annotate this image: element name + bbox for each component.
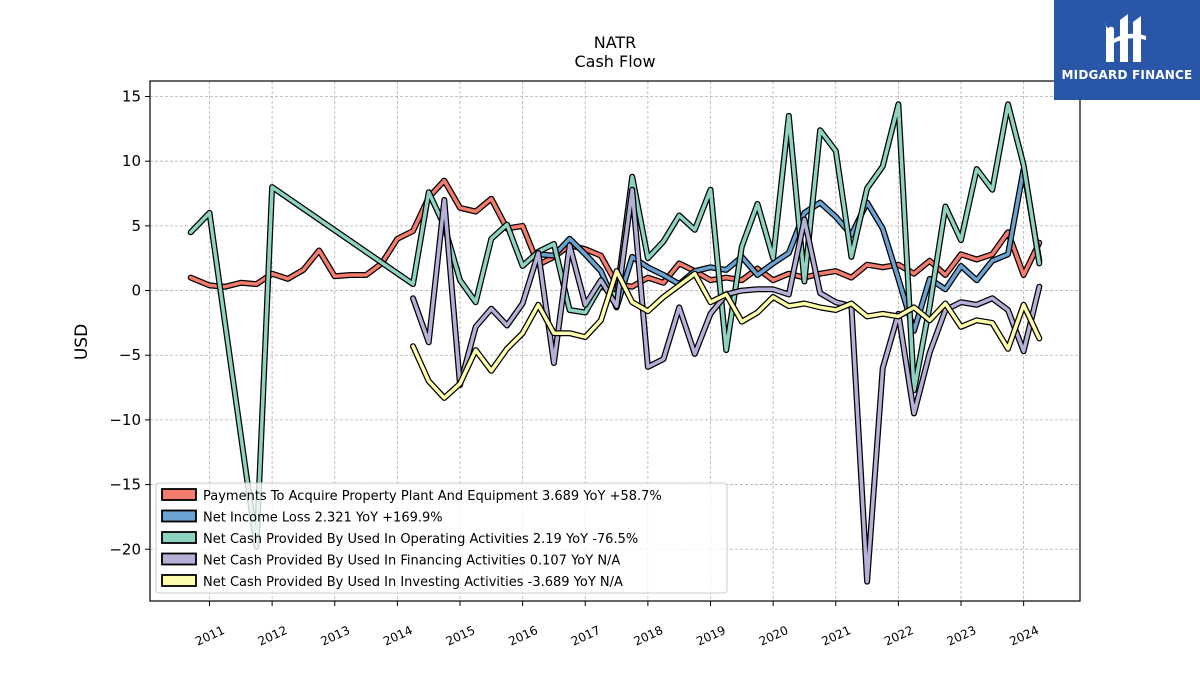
x-tick-label: 2014 [381,623,415,649]
legend-entry: Net Cash Provided By Used In Financing A… [203,554,620,569]
y-tick-label: 15 [122,88,141,106]
y-tick-label: 10 [122,152,141,170]
legend-swatch [161,552,197,566]
x-tick-label: 2020 [757,623,791,649]
legend-swatch [161,488,197,501]
chart-subtitle: Cash Flow [574,52,655,71]
series-line [411,269,1042,400]
y-tick-label: 5 [131,217,141,235]
legend-swatch [161,509,197,523]
grid-lines [150,81,1080,601]
series-line [188,102,1042,549]
legend-swatch [161,574,197,587]
midgard-logo-icon [1105,14,1146,62]
y-axis-ticks: 15 10 5 0 −5 −10 −15 −20 [109,88,150,558]
legend: Payments To Acquire Property Plant And E… [155,482,728,594]
y-tick-label: 0 [131,282,141,300]
x-tick-label: 2013 [318,623,352,649]
midgard-finance-logo: MIDGARD FINANCE [1054,0,1200,100]
series-lines [187,101,1043,585]
x-tick-label: 2017 [569,623,603,649]
y-axis-label: USD [72,324,92,360]
plot-frame [149,80,1081,602]
legend-swatch [161,531,197,544]
x-tick-label: 2021 [819,623,853,649]
chart-title: NATR [594,33,637,52]
legend-entry: Net Cash Provided By Used In Operating A… [203,532,638,547]
y-tick-label: −20 [109,540,141,558]
x-tick-label: 2012 [256,623,290,649]
y-tick-label: −5 [119,346,141,364]
x-tick-label: 2015 [444,623,478,649]
legend-box [155,482,728,594]
legend-entry: Net Income Loss 2.321 YoY +169.9% [203,511,443,526]
x-axis-ticks: 2011 2012 2013 2014 2015 2016 2017 2018 2019 2020… [193,601,1041,649]
x-tick-label: 2018 [632,623,666,649]
legend-entry: Payments To Acquire Property Plant And E… [203,489,662,504]
x-tick-label: 2024 [1007,623,1041,649]
y-tick-label: −10 [109,411,141,429]
x-tick-label: 2016 [506,623,540,649]
x-tick-label: 2019 [694,623,728,649]
legend-entry: Net Cash Provided By Used In Investing A… [203,575,623,590]
y-tick-label: −15 [109,476,141,494]
x-tick-label: 2022 [882,623,916,649]
series-line [536,167,1042,333]
x-tick-label: 2023 [945,623,979,649]
x-tick-label: 2011 [193,623,227,649]
logo-text: MIDGARD FINANCE [1061,68,1193,82]
